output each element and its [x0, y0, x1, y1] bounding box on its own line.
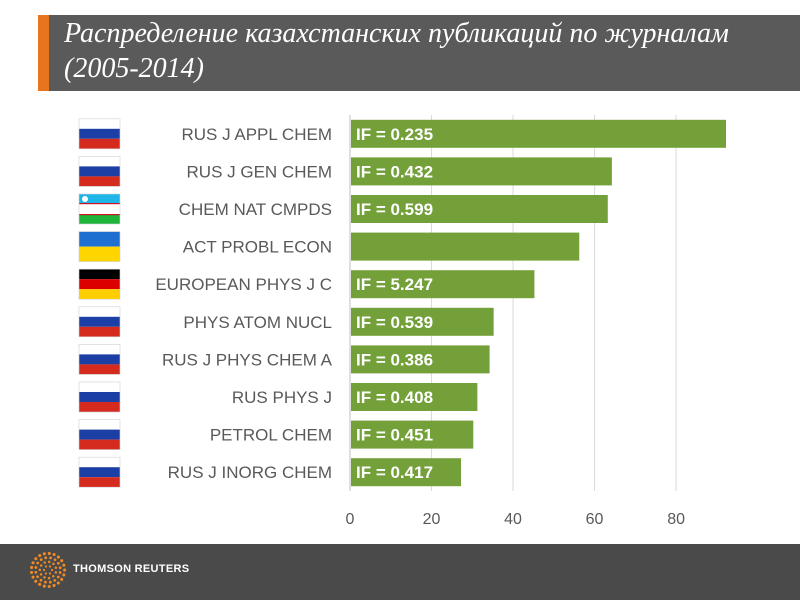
category-label: RUS J APPL CHEM [181, 125, 332, 144]
category-label: RUS PHYS J [232, 388, 332, 407]
russia-flag-icon [78, 381, 121, 413]
x-tick-label: 40 [504, 511, 522, 528]
bar [351, 383, 478, 411]
category-label: EUROPEAN PHYS J C [155, 275, 332, 294]
category-label: RUS J INORG CHEM [168, 463, 332, 482]
category-label: CHEM NAT CMPDS [179, 200, 332, 219]
data-label: IF = 0.432 [356, 162, 433, 181]
russia-flag-icon [78, 344, 121, 375]
x-tick-label: 0 [346, 511, 355, 528]
data-label: IF = 0.539 [356, 313, 433, 332]
bar [351, 420, 474, 449]
uzbekistan-flag-icon [78, 193, 121, 225]
bar [351, 307, 494, 336]
data-label: IF = 0.235 [356, 125, 433, 144]
bar [351, 157, 612, 186]
category-label: PETROL CHEM [210, 426, 332, 445]
data-label: IF = 0.451 [356, 426, 433, 445]
bar [351, 195, 608, 223]
bar-chart: 0 20 40 60 80 IF = 0.235 RUS J APPL CHEM IF = 0… [78, 115, 726, 528]
data-label: IF = 0.408 [356, 388, 433, 407]
russia-flag-icon [78, 118, 121, 150]
category-label: RUS J GEN CHEM [187, 162, 332, 181]
germany-flag-icon [78, 268, 121, 300]
category-label: ACT PROBL ECON [183, 238, 332, 257]
title-accent-bar [38, 15, 49, 91]
category-label: PHYS ATOM NUCL [183, 313, 332, 332]
x-tick-label: 60 [586, 511, 604, 528]
data-label: IF = 5.247 [356, 275, 433, 294]
slide-title: Распределение казахстанских публикаций п… [64, 18, 729, 84]
bar [351, 458, 462, 487]
russia-flag-icon [78, 456, 121, 488]
footer-brand: THOMSON REUTERS [73, 563, 190, 575]
russia-flag-icon [78, 306, 121, 338]
data-label: IF = 0.417 [356, 463, 433, 482]
data-label: IF = 0.599 [356, 200, 433, 219]
bar [351, 345, 490, 374]
footer-bar [0, 544, 800, 600]
thomson-reuters-logo-icon [30, 552, 66, 588]
title-banner [38, 15, 800, 91]
russia-flag-icon [78, 419, 121, 450]
russia-flag-icon [78, 156, 121, 187]
bar [351, 270, 535, 299]
ukraine-flag-icon [78, 231, 121, 262]
bar [351, 232, 580, 261]
category-label: RUS J PHYS CHEM A [162, 350, 333, 369]
x-tick-label: 80 [667, 511, 685, 528]
x-tick-label: 20 [423, 511, 441, 528]
bar [351, 119, 726, 148]
data-label: IF = 0.386 [356, 350, 433, 369]
